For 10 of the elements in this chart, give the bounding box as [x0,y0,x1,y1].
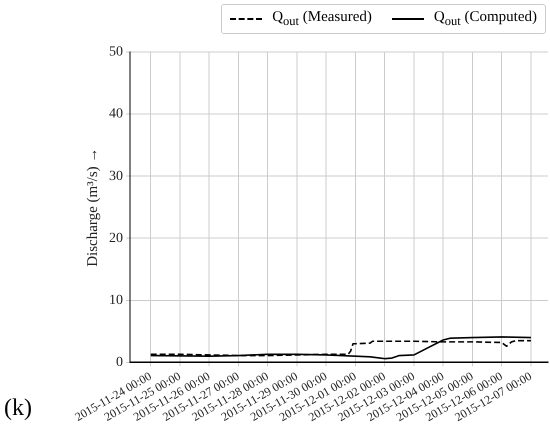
y-tick-label: 20 [109,230,123,246]
y-tick-label: 0 [116,355,123,370]
y-tick-label: 30 [109,168,123,184]
legend-label: Q$_{out}$ (Measured) [272,9,372,29]
y-tick-label: 40 [109,106,123,122]
y-tick-label: 50 [109,44,123,60]
text: (k) [4,395,32,422]
y-axis-title: Discharge (m³/s) → [84,148,101,267]
legend-label: Q$_{out}$ (Computed) [434,9,537,29]
y-tick-label: 10 [109,292,123,308]
